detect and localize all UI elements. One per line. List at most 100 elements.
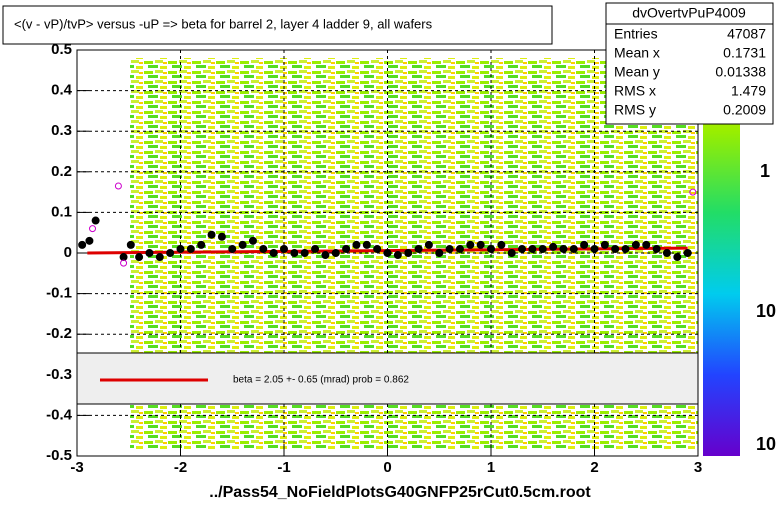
data-point — [114, 182, 122, 190]
data-point — [238, 240, 247, 249]
stats-value: 0.2009 — [723, 102, 766, 118]
y-tick-label: -0.4 — [46, 406, 73, 423]
x-tick-label: 3 — [694, 459, 702, 476]
data-point — [528, 244, 537, 253]
data-point — [662, 249, 671, 257]
data-point — [435, 249, 444, 257]
data-point — [145, 249, 154, 257]
stats-value: 1.479 — [731, 83, 766, 99]
data-point — [559, 244, 568, 253]
stats-box — [605, 2, 774, 125]
stats-key: Mean x — [614, 45, 660, 61]
data-point — [455, 244, 464, 253]
data-point — [217, 232, 226, 241]
stats-value: 0.01338 — [715, 64, 766, 80]
data-point — [166, 249, 175, 257]
data-point — [538, 244, 547, 253]
data-point — [207, 230, 216, 239]
data-point — [683, 249, 692, 257]
y-tick-label: -0.2 — [46, 325, 72, 342]
data-point — [311, 244, 320, 253]
data-point — [404, 249, 413, 257]
data-point — [621, 244, 630, 253]
data-point — [373, 244, 382, 253]
data-point — [119, 253, 128, 262]
data-point — [689, 188, 697, 196]
stats-name: dvOvertvPuP4009 — [632, 5, 746, 21]
data-point — [126, 240, 135, 249]
data-point — [186, 244, 195, 253]
data-point — [507, 249, 516, 257]
y-tick-label: -0.3 — [46, 366, 72, 383]
data-point — [600, 240, 609, 249]
data-point — [290, 249, 299, 257]
stats-key: Entries — [614, 26, 658, 42]
data-point — [269, 249, 278, 257]
y-tick-label: -0.5 — [46, 447, 72, 464]
data-point — [642, 240, 651, 249]
x-tick-label: -2 — [174, 459, 187, 476]
data-point — [631, 240, 640, 249]
y-tick-label: -0.1 — [46, 285, 72, 302]
data-point — [476, 240, 485, 249]
y-tick-label: 0.5 — [51, 41, 72, 58]
x-tick-label: -3 — [70, 459, 83, 476]
data-point — [414, 244, 423, 253]
data-point — [393, 251, 402, 260]
data-point — [228, 244, 237, 253]
data-point — [652, 244, 661, 253]
data-point — [424, 240, 433, 249]
data-point — [85, 236, 94, 245]
data-point — [590, 244, 599, 253]
data-point — [673, 253, 682, 262]
data-point — [352, 240, 361, 249]
data-point — [280, 244, 288, 253]
data-point — [580, 240, 589, 249]
colorbar-label: 10 — [756, 301, 776, 321]
data-point — [176, 244, 185, 253]
x-tick-label: 1 — [487, 459, 495, 476]
data-point — [78, 240, 87, 249]
y-tick-label: 0.2 — [51, 163, 72, 180]
data-point — [611, 244, 620, 253]
data-point — [487, 244, 495, 253]
data-point — [383, 249, 392, 257]
data-point — [497, 240, 506, 249]
colorbar-label: 10 — [756, 434, 776, 454]
data-point — [569, 244, 578, 253]
data-point — [342, 244, 351, 253]
data-point — [197, 240, 206, 249]
data-point — [91, 216, 100, 225]
y-tick-label: 0.1 — [51, 203, 72, 220]
stats-value: 0.1731 — [723, 45, 766, 61]
y-tick-label: 0.4 — [51, 82, 73, 99]
data-point — [300, 249, 309, 257]
y-tick-label: 0.3 — [51, 122, 72, 139]
title-box — [2, 5, 553, 45]
legend-label: beta = 2.05 +- 0.65 (mrad) prob = 0.862 — [233, 375, 409, 386]
data-point — [549, 242, 558, 251]
stats-key: Mean y — [614, 64, 660, 80]
chart-title: <(v - vP)/tvP> versus -uP => beta for ba… — [14, 16, 433, 31]
stats-key: RMS y — [614, 102, 656, 118]
y-tick-label: 0 — [64, 244, 72, 261]
data-point — [445, 244, 454, 253]
data-point — [259, 244, 268, 253]
data-point — [120, 259, 128, 267]
stats-value: 47087 — [727, 26, 766, 42]
data-point — [362, 240, 371, 249]
data-point — [248, 236, 257, 245]
data-point — [89, 225, 97, 233]
x-tick-label: 0 — [383, 459, 391, 476]
data-point — [321, 251, 330, 260]
x-tick-label: -1 — [277, 459, 290, 476]
frame — [76, 49, 699, 457]
data-point — [466, 240, 475, 249]
x-axis-label: ../Pass54_NoFieldPlotsG40GNFP25rCut0.5cm… — [209, 484, 591, 501]
colorbar-label: 1 — [760, 161, 770, 181]
stats-key: RMS x — [614, 83, 656, 99]
x-tick-label: 2 — [590, 459, 598, 476]
data-point — [135, 253, 144, 262]
